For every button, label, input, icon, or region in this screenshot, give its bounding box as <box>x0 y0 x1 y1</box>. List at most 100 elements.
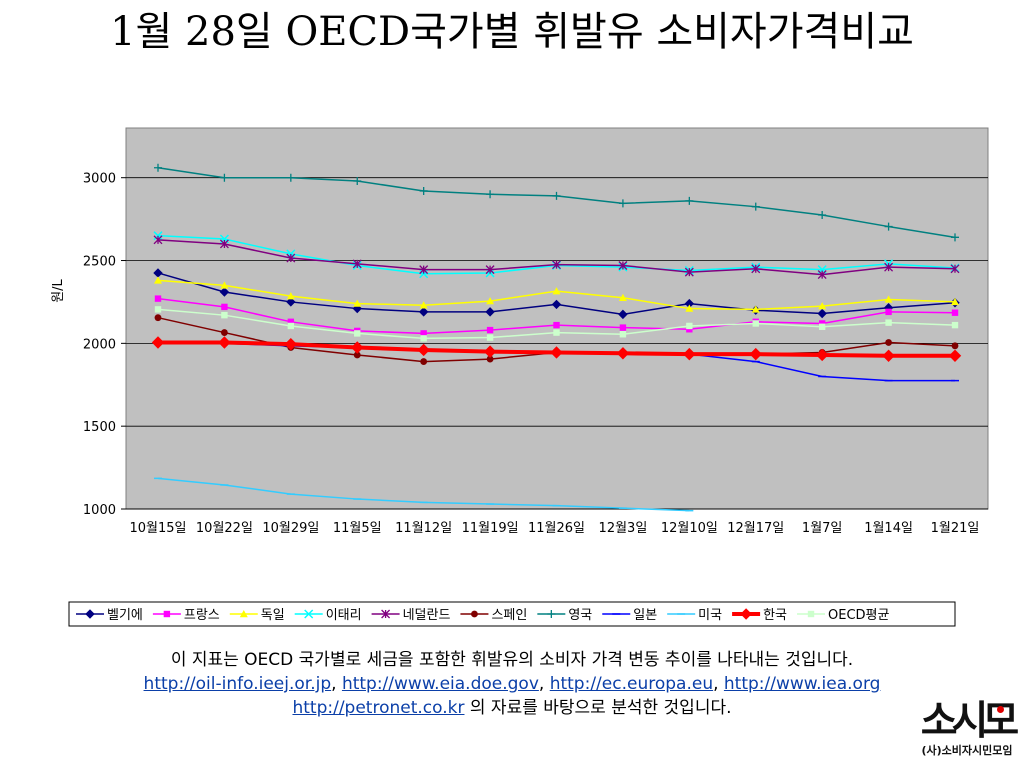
y-tick-label: 3000 <box>83 172 116 187</box>
caption-line-2: http://oil-info.ieej.or.jp, http://www.e… <box>143 674 881 694</box>
y-axis: 1000 1500 2000 2500 3000 <box>83 172 126 518</box>
legend-item: 미국 <box>667 608 722 623</box>
series-미국 <box>154 477 694 512</box>
data-point <box>353 299 362 307</box>
data-point <box>817 270 827 280</box>
data-point <box>221 311 228 319</box>
legend-label: 독일 <box>261 608 285 623</box>
x-tick-label: 12월10일 <box>661 521 718 536</box>
legend-label: 프랑스 <box>184 608 220 623</box>
data-point <box>486 355 494 363</box>
legend-item: 네덜란드 <box>371 608 451 623</box>
data-point <box>885 319 892 326</box>
x-tick-label: 12월17일 <box>727 521 784 536</box>
data-point <box>553 321 560 329</box>
y-tick-label: 1500 <box>83 420 116 435</box>
data-point <box>619 331 627 338</box>
x-tick-label: 1월21일 <box>931 521 980 536</box>
data-point <box>948 349 962 362</box>
legend-item: 벨기에 <box>76 608 143 623</box>
data-point <box>354 330 361 337</box>
legend: 벨기에 프랑스 독일 이태리 네덜란드 스페인 영국 일본 미국 한국 OECD평균 <box>68 601 956 627</box>
data-point <box>817 308 827 319</box>
data-point <box>885 339 892 346</box>
data-point <box>951 309 959 316</box>
data-point <box>882 349 895 362</box>
x-tick-label: 1월7일 <box>802 521 842 536</box>
data-point <box>885 308 892 316</box>
legend-item: OECD평균 <box>797 608 890 623</box>
legend-label: 네덜란드 <box>403 608 451 623</box>
data-point <box>686 322 693 330</box>
data-point <box>353 177 362 186</box>
plot-area <box>125 127 989 510</box>
legend-label: 벨기에 <box>107 608 143 623</box>
series-네덜란드 <box>153 235 960 280</box>
legend-item: 독일 <box>229 608 285 623</box>
data-point <box>684 267 694 277</box>
caption-line-1: 이 지표는 OECD 국가별로 세금을 포함한 휘발유의 소비자 가격 변동 추… <box>170 650 854 670</box>
data-point <box>485 265 495 275</box>
series-lines <box>151 163 962 512</box>
data-point <box>420 335 427 342</box>
x-tick-label: 12월3일 <box>599 521 648 536</box>
legend-marker <box>239 610 248 618</box>
data-point <box>483 345 497 358</box>
x-tick-label: 11월19일 <box>462 521 519 536</box>
data-point <box>552 191 561 200</box>
legend-item: 이태리 <box>294 608 362 623</box>
caption: 이 지표는 OECD 국가별로 세금을 포함한 휘발유의 소비자 가격 변동 추… <box>40 648 984 720</box>
source-link-petronet[interactable]: http://petronet.co.kr <box>292 698 465 718</box>
page-title: 1월 28일 OECD국가별 휘발유 소비자가격비교 <box>110 9 914 55</box>
data-point <box>749 347 762 361</box>
legend-label: 이태리 <box>326 608 362 623</box>
data-point <box>951 233 959 242</box>
data-point <box>951 297 959 306</box>
data-point <box>951 342 959 350</box>
data-point <box>221 303 228 311</box>
data-point <box>286 249 296 259</box>
data-point <box>884 295 893 303</box>
legend-marker <box>304 609 314 619</box>
legend-label: OECD평균 <box>828 608 889 623</box>
data-point <box>751 305 760 313</box>
data-point <box>220 173 229 182</box>
data-point <box>685 196 694 205</box>
data-point <box>818 302 827 310</box>
y-axis-label: 원/L <box>51 278 66 302</box>
y-tick-label: 1000 <box>83 503 116 518</box>
legend-marker <box>547 610 556 618</box>
logo-subtitle: (사)소비자시민모임 <box>921 744 1013 757</box>
data-point <box>751 264 761 274</box>
data-point <box>420 358 428 365</box>
data-point <box>486 326 494 334</box>
legend-item: 한국 <box>732 608 787 623</box>
source-link-iea[interactable]: http://www.iea.org <box>723 674 881 694</box>
data-point <box>550 346 563 359</box>
data-point <box>154 295 162 302</box>
data-point <box>818 323 826 330</box>
legend-item: 영국 <box>537 608 592 623</box>
data-point <box>683 347 696 361</box>
data-point <box>618 199 627 208</box>
data-point <box>818 210 827 219</box>
data-point <box>154 306 162 313</box>
data-point <box>619 324 627 331</box>
data-point <box>616 347 630 360</box>
legend-item: 스페인 <box>460 608 527 623</box>
series-OECD평균 <box>154 306 959 342</box>
data-point <box>284 337 298 351</box>
source-link-ec[interactable]: http://ec.europa.eu <box>549 674 714 694</box>
data-point <box>751 202 760 211</box>
legend-marker <box>163 610 171 618</box>
x-tick-label: 1월14일 <box>864 521 913 536</box>
data-point <box>153 231 163 241</box>
source-link-eia[interactable]: http://www.eia.doe.gov <box>341 674 539 694</box>
source-link-ieej[interactable]: http://oil-info.ieej.or.jp <box>143 674 332 694</box>
data-point <box>218 336 231 349</box>
data-point <box>419 301 428 309</box>
data-point <box>551 299 562 310</box>
data-point <box>286 253 296 263</box>
data-point <box>351 341 364 354</box>
